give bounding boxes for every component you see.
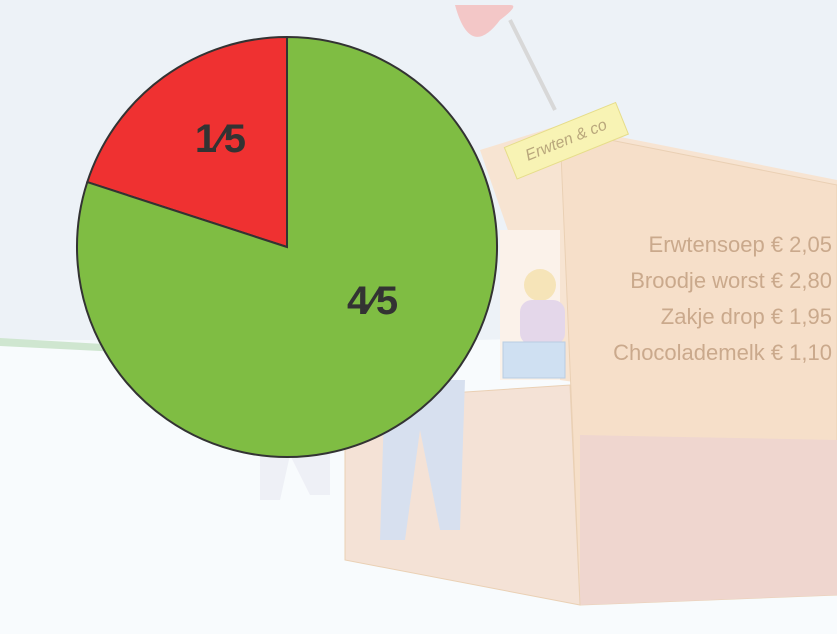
menu-item: Erwtensoep € 2,05 [649, 232, 832, 257]
screen: Erwten & co Erwtensoep € 2,05Broodje wor… [0, 0, 837, 634]
slice-label: 4⁄5 [347, 279, 398, 323]
box [503, 342, 565, 378]
menu-item: Zakje drop € 1,95 [661, 304, 832, 329]
menu-item: Chocolademelk € 1,10 [613, 340, 832, 365]
stall-lower [580, 435, 837, 605]
vendor-head [524, 269, 556, 301]
menu-item: Broodje worst € 2,80 [630, 268, 832, 293]
slice-label: 1⁄5 [195, 117, 246, 161]
pie-chart: 1⁄5 4⁄5 [77, 37, 497, 457]
vendor-body [520, 300, 565, 345]
